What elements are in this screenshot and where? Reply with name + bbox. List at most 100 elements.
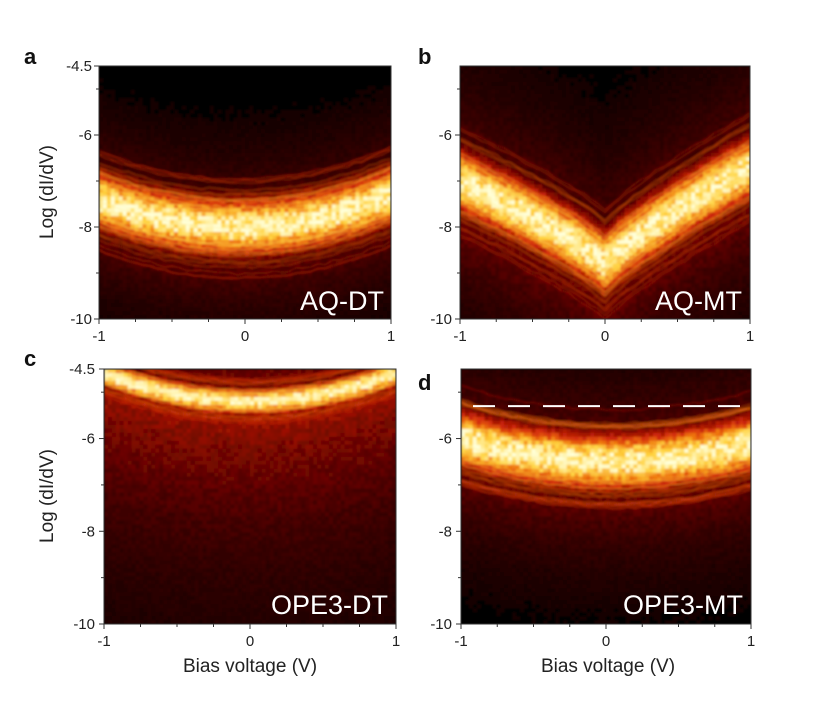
heatmap-cell: [495, 271, 500, 277]
heatmap-cell: [503, 97, 508, 103]
heatmap-cell: [118, 275, 124, 281]
heatmap-cell: [102, 255, 108, 261]
heatmap-cell: [363, 168, 368, 174]
heatmap-cell: [471, 220, 477, 225]
heatmap-cell: [316, 129, 321, 134]
heatmap-cell: [173, 192, 179, 198]
heatmap-cell: [351, 251, 357, 257]
heatmap-cell: [363, 156, 368, 162]
heatmap-cell: [319, 267, 325, 273]
heatmap-cell: [499, 259, 504, 265]
heatmap-cell: [154, 113, 159, 118]
heatmap-cell: [467, 137, 473, 142]
heatmap-cell: [221, 235, 226, 241]
heatmap-cell: [359, 141, 364, 146]
heatmap-cell: [510, 93, 516, 99]
heatmap-cell: [189, 168, 195, 174]
heatmap-cell: [213, 224, 218, 229]
heatmap-cell: [460, 172, 465, 178]
heatmap-cell: [122, 243, 128, 249]
heatmap-cell: [162, 224, 167, 229]
heatmap-cell: [201, 200, 207, 205]
heatmap-cell: [339, 188, 345, 194]
heatmap-cell: [510, 228, 516, 233]
heatmap-cell: [323, 247, 329, 253]
heatmap-cell: [268, 239, 274, 245]
heatmap-cell: [252, 149, 258, 154]
heatmap-cell: [343, 212, 349, 217]
heatmap-cell: [213, 172, 218, 178]
heatmap-cell: [229, 315, 234, 319]
heatmap-cell: [296, 204, 301, 209]
heatmap-cell: [351, 232, 357, 237]
heatmap-cell: [114, 117, 120, 122]
heatmap-cell: [272, 164, 278, 170]
heatmap-cell: [173, 303, 179, 308]
heatmap-cell: [241, 267, 246, 273]
heatmap-cell: [126, 109, 132, 115]
heatmap-cell: [122, 275, 128, 281]
heatmap-cell: [487, 77, 492, 83]
heatmap-cell: [162, 271, 167, 277]
heatmap-cell: [138, 129, 144, 134]
heatmap-cell: [154, 168, 159, 174]
heatmap-cell: [467, 77, 473, 83]
heatmap-cell: [256, 184, 262, 190]
heatmap-cell: [205, 283, 211, 288]
panel-label-a: AQ-DT: [300, 286, 384, 316]
heatmap-cell: [507, 77, 512, 83]
heatmap-cell: [233, 188, 238, 194]
heatmap-cell: [264, 255, 270, 261]
heatmap-cell: [467, 216, 473, 221]
heatmap-cell: [335, 224, 341, 229]
heatmap-cell: [138, 121, 144, 126]
heatmap-cell: [185, 275, 191, 281]
heatmap-cell: [300, 239, 305, 245]
heatmap-cell: [99, 208, 104, 213]
heatmap-cell: [487, 291, 492, 296]
heatmap-cell: [487, 164, 492, 170]
heatmap-cell: [205, 160, 211, 166]
heatmap-cell: [351, 176, 357, 182]
heatmap-cell: [300, 247, 305, 253]
heatmap-cell: [276, 251, 282, 257]
heatmap-cell: [237, 299, 242, 304]
heatmap-cell: [323, 232, 329, 237]
heatmap-cell: [383, 255, 388, 261]
heatmap-cell: [510, 105, 516, 111]
heatmap-cell: [471, 176, 477, 182]
heatmap-cell: [339, 117, 345, 122]
heatmap-cell: [375, 93, 380, 99]
heatmap-cell: [126, 97, 132, 103]
heatmap-cell: [166, 129, 171, 134]
heatmap-cell: [217, 125, 222, 130]
heatmap-cell: [347, 239, 353, 245]
heatmap-cell: [383, 216, 388, 221]
heatmap-cell: [339, 208, 345, 213]
heatmap-cell: [475, 196, 481, 201]
heatmap-cell: [99, 101, 104, 107]
heatmap-cell: [130, 291, 136, 296]
heatmap-cell: [316, 216, 321, 221]
heatmap-cell: [312, 196, 317, 201]
heatmap-cell: [217, 129, 222, 134]
heatmap-cell: [491, 160, 496, 166]
heatmap-cell: [122, 188, 128, 194]
heatmap-cell: [150, 287, 155, 292]
heatmap-cell: [296, 263, 301, 269]
heatmap-cell: [106, 188, 112, 194]
heatmap-cell: [347, 192, 353, 198]
heatmap-cell: [335, 160, 341, 166]
heatmap-cell: [241, 315, 246, 319]
heatmap-cell: [134, 220, 140, 225]
heatmap-cell: [126, 275, 132, 281]
heatmap-cell: [379, 200, 384, 205]
heatmap-cell: [510, 145, 516, 150]
heatmap-cell: [114, 196, 120, 201]
heatmap-cell: [146, 303, 151, 308]
heatmap-cell: [110, 243, 116, 249]
heatmap-cell: [237, 113, 242, 118]
heatmap-cell: [367, 176, 372, 182]
heatmap-cell: [138, 145, 144, 150]
heatmap-cell: [170, 228, 175, 233]
